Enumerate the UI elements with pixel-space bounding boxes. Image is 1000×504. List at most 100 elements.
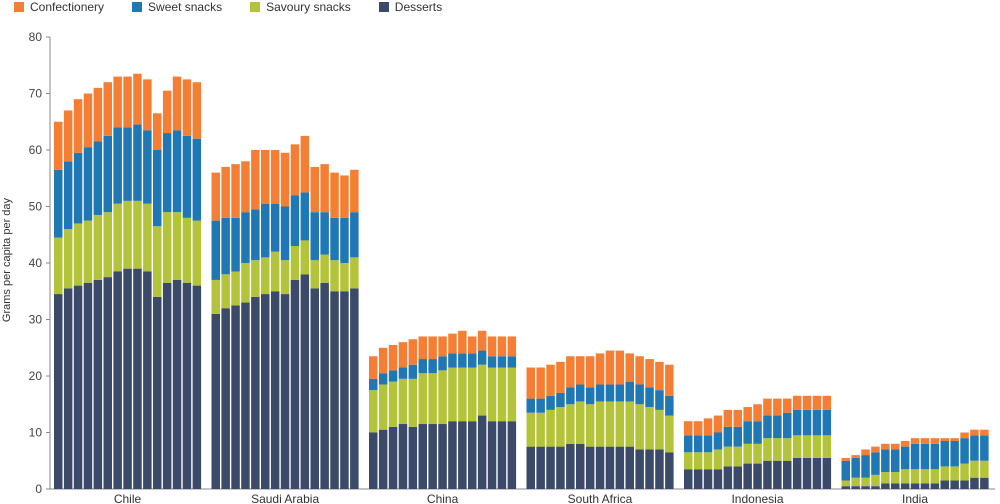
bar-segment-sweet-snacks	[556, 392, 565, 408]
bar-segment-savoury-snacks	[841, 480, 850, 487]
bar-segment-sweet-snacks	[723, 426, 733, 447]
bar-segment-desserts	[940, 480, 949, 489]
bar-segment-confectionery	[900, 440, 910, 447]
bar-segment-desserts	[73, 285, 83, 489]
bar-segment-desserts	[851, 486, 860, 489]
bar-segment-desserts	[290, 279, 300, 489]
bar-segment-savoury-snacks	[693, 452, 703, 470]
bar-segment-savoury-snacks	[172, 212, 182, 280]
bar-segment-desserts	[585, 446, 595, 490]
bar-segment-confectionery	[241, 161, 250, 213]
bar-segment-desserts	[783, 460, 792, 489]
bar-segment-desserts	[468, 421, 477, 489]
bar-segment-savoury-snacks	[103, 212, 112, 278]
legend-swatch-desserts	[378, 2, 389, 12]
bar-segment-desserts	[153, 296, 162, 489]
bar-segment-savoury-snacks	[310, 260, 319, 289]
bar-segment-sweet-snacks	[930, 443, 940, 470]
bar-segment-sweet-snacks	[970, 435, 979, 461]
bar-segment-sweet-snacks	[113, 127, 122, 204]
bar-segment-confectionery	[458, 330, 467, 354]
bar-segment-sweet-snacks	[290, 195, 300, 247]
bar-segment-savoury-snacks	[595, 401, 605, 447]
bar-segment-confectionery	[615, 350, 625, 385]
bar-segment-savoury-snacks	[388, 381, 398, 427]
bar-segment-confectionery	[556, 361, 565, 393]
bar-segment-desserts	[448, 421, 457, 489]
bar-segment-savoury-snacks	[526, 412, 535, 447]
bar-segment-savoury-snacks	[162, 212, 172, 283]
bar-segment-savoury-snacks	[54, 237, 63, 295]
bar-segment-sweet-snacks	[487, 356, 497, 368]
bar-segment-sweet-snacks	[93, 141, 103, 215]
bar-segment-savoury-snacks	[320, 254, 329, 283]
bar-segment-sweet-snacks	[83, 147, 93, 221]
bar-segment-desserts	[920, 483, 930, 489]
bar-segment-savoury-snacks	[585, 404, 595, 447]
bar-segment-desserts	[713, 469, 723, 489]
bar-segment-desserts	[910, 483, 920, 489]
bar-segment-savoury-snacks	[960, 463, 969, 481]
bar-segment-desserts	[172, 279, 182, 489]
bar-segment-savoury-snacks	[408, 378, 418, 427]
bar-segment-desserts	[900, 483, 910, 489]
bar-segment-savoury-snacks	[940, 466, 949, 481]
bar-segment-savoury-snacks	[605, 401, 615, 447]
bar-segment-savoury-snacks	[665, 415, 674, 453]
bar-segment-desserts	[192, 285, 202, 489]
bar-segment-sweet-snacks	[841, 460, 850, 481]
bar-segment-savoury-snacks	[851, 477, 860, 487]
bar-segment-desserts	[891, 483, 900, 489]
bar-segment-savoury-snacks	[428, 373, 437, 425]
bar-segment-savoury-snacks	[231, 271, 240, 306]
bar-segment-confectionery	[585, 356, 595, 388]
bar-segment-desserts	[388, 426, 398, 489]
bar-segment-sweet-snacks	[576, 384, 585, 402]
bar-segment-desserts	[221, 308, 230, 489]
bar-segment-sweet-snacks	[280, 206, 290, 261]
bar-segment-desserts	[330, 291, 339, 489]
legend-label-desserts: Desserts	[394, 0, 443, 14]
bar-segment-desserts	[182, 282, 192, 489]
bar-segment-confectionery	[635, 356, 644, 385]
bar-segment-desserts	[477, 415, 487, 489]
bar-segment-savoury-snacks	[497, 367, 507, 422]
bar-segment-desserts	[970, 477, 979, 489]
bar-segment-sweet-snacks	[940, 440, 949, 467]
bar-segment-confectionery	[153, 113, 162, 150]
bar-segment-sweet-snacks	[526, 398, 535, 413]
bar-segment-sweet-snacks	[133, 124, 142, 201]
bar-segment-savoury-snacks	[63, 229, 73, 289]
bar-segment-savoury-snacks	[822, 435, 832, 458]
bar-segment-savoury-snacks	[970, 460, 979, 478]
bar-segment-desserts	[536, 446, 545, 490]
bar-segment-sweet-snacks	[655, 390, 664, 410]
bar-segment-sweet-snacks	[684, 435, 693, 453]
bar-segment-confectionery	[693, 421, 703, 436]
bar-segment-savoury-snacks	[487, 367, 497, 422]
bar-segment-savoury-snacks	[113, 203, 122, 272]
bar-segment-sweet-snacks	[251, 209, 260, 261]
bar-segment-confectionery	[438, 336, 447, 357]
bars-layer	[54, 73, 989, 490]
bar-segment-savoury-snacks	[684, 452, 693, 470]
bar-segment-desserts	[83, 282, 93, 489]
bar-segment-desserts	[63, 288, 73, 489]
bar-segment-savoury-snacks	[468, 367, 477, 422]
bar-segment-sweet-snacks	[408, 364, 418, 379]
bar-segment-desserts	[645, 449, 654, 489]
bar-segment-savoury-snacks	[645, 407, 654, 450]
bar-segment-sweet-snacks	[458, 353, 467, 368]
bar-segment-savoury-snacks	[270, 251, 280, 292]
bar-segment-savoury-snacks	[546, 409, 555, 447]
bar-segment-sweet-snacks	[103, 135, 112, 213]
bar-segment-savoury-snacks	[143, 203, 152, 272]
bar-segment-confectionery	[802, 395, 812, 410]
bar-segment-confectionery	[910, 438, 920, 444]
bar-segment-confectionery	[270, 150, 280, 204]
bar-segment-desserts	[418, 424, 427, 489]
bar-segment-sweet-snacks	[792, 409, 802, 436]
bar-segment-confectionery	[881, 443, 890, 450]
bar-segment-desserts	[930, 483, 940, 489]
bar-segment-desserts	[841, 486, 850, 489]
